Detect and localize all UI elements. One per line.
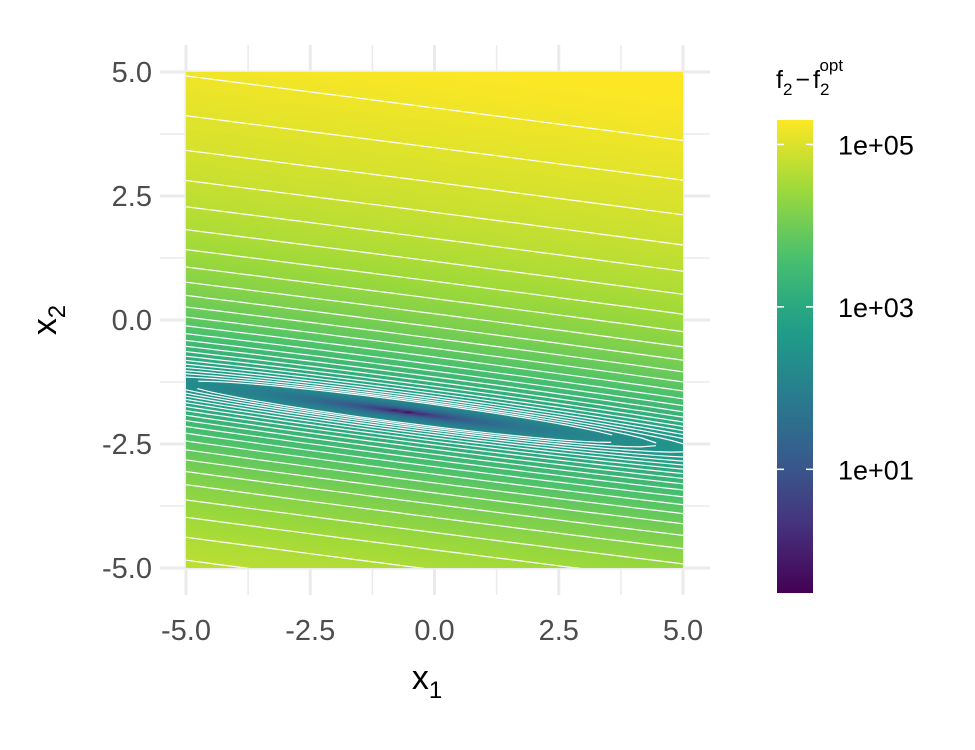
contour-line: [186, 484, 683, 550]
y-tick-label: 0.0: [112, 305, 152, 337]
x-axis-title-main: x: [412, 659, 429, 697]
contour-line: [186, 355, 683, 423]
contour-line: [186, 432, 683, 498]
legend-title-sub2: 2: [820, 80, 829, 99]
contour-line: [186, 389, 656, 448]
contour-line: [186, 115, 683, 181]
contour-line: [186, 359, 683, 428]
y-axis-title-sub: 2: [44, 305, 71, 318]
x-tick-label: -2.5: [285, 615, 335, 647]
contour-line: [186, 206, 683, 272]
legend-title: f2− f2opt: [776, 56, 843, 99]
y-tick-label: 5.0: [112, 57, 152, 89]
x-tick-label: 0.0: [414, 615, 454, 647]
contour-line: [186, 229, 683, 295]
y-tick-label: -2.5: [102, 429, 152, 461]
contour-line: [186, 363, 683, 432]
contour-line: [186, 179, 683, 246]
contour-line: [186, 266, 683, 333]
contour-line: [186, 405, 683, 470]
contour-line: [186, 294, 683, 361]
contour-line: [186, 306, 683, 373]
x-tick-label: 2.5: [539, 615, 579, 647]
legend-tick-label: 1e+05: [838, 130, 914, 160]
y-tick-label: 2.5: [112, 181, 152, 213]
contour-line: [186, 449, 683, 515]
legend-ticks: 1e+05 1e+03 1e+01: [777, 130, 914, 485]
x-axis-title-sub: 1: [429, 677, 442, 704]
legend-tick-label: 1e+01: [838, 455, 914, 485]
contour-line: [186, 402, 683, 466]
legend-title-f: f: [776, 66, 783, 94]
contour-line: [186, 281, 683, 348]
contour-line: [186, 75, 683, 142]
contour-line: [186, 392, 683, 453]
y-axis-title-main: x: [26, 318, 64, 335]
y-tick-label: -5.0: [102, 553, 152, 585]
contour-line: [186, 376, 657, 444]
contour-line: [186, 419, 683, 485]
contour-line: [186, 366, 683, 436]
legend-title-sub: 2: [783, 80, 792, 99]
contour-line: [186, 414, 683, 480]
contour-line: [186, 316, 683, 383]
contour-line: [186, 373, 683, 445]
legend-title-minus: −: [795, 66, 810, 94]
y-tick-labels: 5.0 2.5 0.0 -2.5 -5.0: [102, 57, 152, 585]
legend-tick-label: 1e+03: [838, 293, 914, 323]
contour-line: [186, 459, 683, 525]
x-tick-label: 5.0: [663, 615, 703, 647]
contour-line: [186, 470, 683, 536]
x-axis-title: x1: [412, 659, 442, 704]
legend-colorbar: [777, 120, 813, 593]
contour-line: [186, 333, 683, 400]
contour-line: [186, 325, 683, 392]
contour-line: [186, 395, 683, 458]
contour-line: [186, 410, 683, 475]
x-tick-labels: -5.0 -2.5 0.0 2.5 5.0: [161, 615, 703, 647]
contour-line: [186, 536, 426, 568]
contour-line: [186, 149, 683, 216]
x-tick-label: -5.0: [161, 615, 211, 647]
contour-line: [0, 656, 809, 750]
contour-line: [186, 345, 683, 413]
contour-line: [186, 350, 683, 418]
contour-line: [186, 370, 683, 440]
contour-line: [186, 440, 683, 506]
legend-title-sup: opt: [819, 56, 843, 75]
contour-line: [198, 380, 613, 436]
y-axis-title: x2: [26, 305, 71, 335]
contour-line: [186, 339, 683, 407]
contour-line: [186, 248, 683, 315]
contour-line: [186, 425, 683, 491]
contour-line: [186, 499, 683, 565]
contour-lines: [0, 75, 809, 750]
contour-line: [186, 516, 582, 568]
legend-title-f2: f: [813, 66, 820, 94]
contour-line: [186, 398, 683, 462]
heatmap-surface: [186, 72, 683, 568]
contour-line: [197, 388, 612, 443]
